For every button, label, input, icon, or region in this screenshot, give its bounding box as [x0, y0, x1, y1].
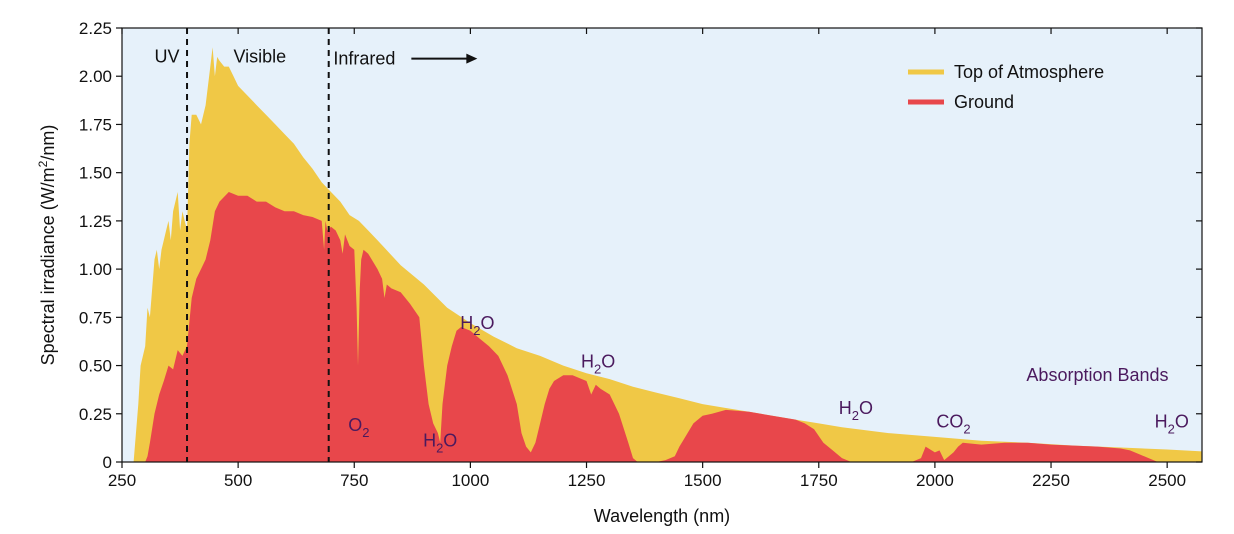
y-axis-title: Spectral irradiance (W/m2/nm) — [36, 125, 58, 366]
y-tick-label-1.50: 1.50 — [79, 164, 112, 183]
infrared-arrow-head — [466, 53, 478, 64]
legend-label-ground: Ground — [954, 92, 1014, 112]
annotation-h2o: H2O — [839, 398, 873, 423]
x-tick-label-250: 250 — [108, 471, 136, 490]
y-tick-label-2.25: 2.25 — [79, 19, 112, 38]
legend-label-top-of-atmosphere: Top of Atmosphere — [954, 62, 1104, 82]
x-tick-label-1250: 1250 — [568, 471, 606, 490]
annotation-h2o: H2O — [581, 351, 615, 376]
y-tick-label-0.25: 0.25 — [79, 405, 112, 424]
annotation-absorption-bands: Absorption Bands — [1026, 365, 1168, 385]
y-axis-title-suffix: /nm) — [38, 125, 58, 161]
x-tick-label-500: 500 — [224, 471, 252, 490]
y-tick-label-1.75: 1.75 — [79, 115, 112, 134]
x-axis: 250 500 750 1000 1250 1500 1750 2000 2250 2500 — [108, 28, 1186, 490]
absorption-annotations: H2O H2O O2 H2O H2O CO2 H2O Absorption Bands — [348, 313, 1189, 456]
region-label-uv: UV — [155, 47, 180, 67]
y-axis-title-superscript: 2 — [36, 160, 50, 167]
y-tick-label-0.50: 0.50 — [79, 357, 112, 376]
annotation-co2: CO2 — [936, 411, 970, 436]
annotation-h2o: H2O — [1155, 411, 1189, 436]
x-tick-label-1500: 1500 — [684, 471, 722, 490]
plot-frame — [121, 27, 1203, 463]
x-tick-label-2000: 2000 — [916, 471, 954, 490]
y-tick-label-0: 0 — [103, 453, 112, 472]
y-axis-title-prefix: Spectral irradiance (W/m — [38, 167, 58, 365]
annotation-h2o: H2O — [423, 431, 457, 456]
area-series-group — [133, 47, 1203, 463]
y-axis: 0 0.25 0.50 0.75 1.00 1.25 1.50 1.75 2.00 2.25 — [79, 19, 1202, 472]
x-axis-title: Wavelength (nm) — [594, 506, 730, 526]
annotation-o2: O2 — [348, 415, 369, 440]
x-tick-label-1750: 1750 — [800, 471, 838, 490]
region-label-infrared: Infrared — [333, 49, 395, 69]
x-tick-label-1000: 1000 — [451, 471, 489, 490]
y-tick-label-0.75: 0.75 — [79, 308, 112, 327]
x-tick-label-2500: 2500 — [1148, 471, 1186, 490]
region-labels: UV Visible Infrared — [155, 47, 478, 69]
x-tick-label-2250: 2250 — [1032, 471, 1070, 490]
x-tick-label-750: 750 — [340, 471, 368, 490]
annotation-h2o: H2O — [460, 313, 494, 338]
y-tick-label-1.00: 1.00 — [79, 260, 112, 279]
area-ground — [138, 192, 1202, 462]
legend: Top of Atmosphere Ground — [908, 62, 1104, 112]
y-tick-label-1.25: 1.25 — [79, 212, 112, 231]
y-tick-label-2.00: 2.00 — [79, 67, 112, 86]
region-label-visible: Visible — [233, 47, 286, 67]
